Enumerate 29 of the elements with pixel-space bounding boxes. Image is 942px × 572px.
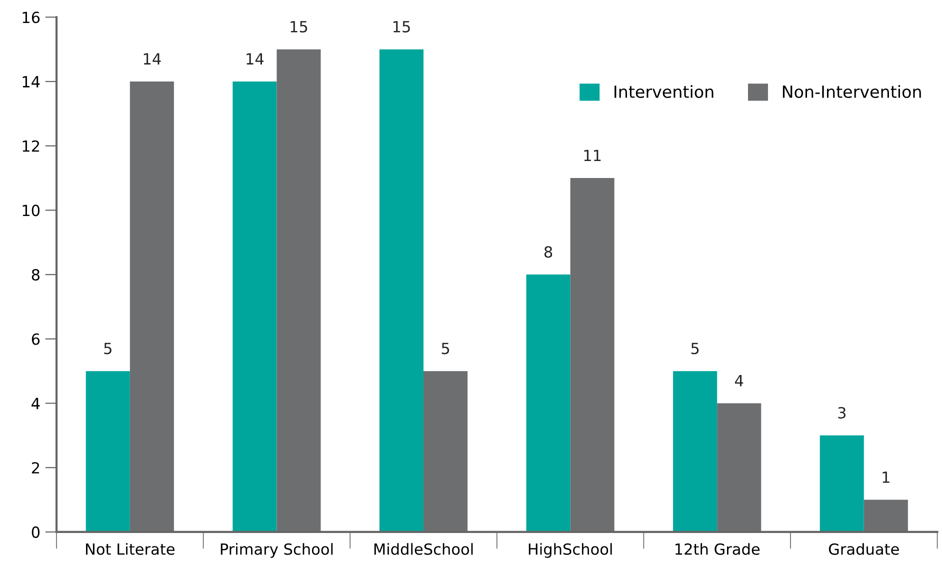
data-label: 5: [104, 342, 112, 354]
y-tick-label: 2: [32, 462, 40, 474]
data-label: 15: [290, 21, 308, 32]
data-label: 14: [246, 53, 264, 64]
x-tick-label: Graduate: [828, 543, 899, 555]
x-tick-label: MiddleSchool: [374, 543, 473, 555]
data-label: 11: [584, 150, 601, 161]
y-tick-label: 16: [22, 12, 40, 24]
y-tick-label: 14: [22, 76, 40, 88]
data-label: 4: [735, 375, 744, 386]
legend-label: Intervention: [614, 85, 714, 98]
y-tick-label: 8: [32, 269, 40, 281]
data-label: 3: [838, 407, 846, 419]
data-label: 14: [144, 53, 161, 64]
x-tick-label: Not Literate: [86, 543, 175, 555]
data-label: 5: [442, 342, 450, 354]
data-label: 5: [691, 342, 699, 354]
y-tick-label: 0: [32, 526, 40, 538]
x-tick-label: Primary School: [220, 543, 333, 558]
legend-label: Non-Intervention: [782, 85, 921, 98]
data-label: 1: [882, 472, 890, 483]
data-label: 8: [544, 246, 552, 258]
data-label: 15: [393, 21, 410, 32]
y-tick-label: 10: [22, 204, 40, 216]
y-tick-label: 6: [32, 333, 40, 345]
x-tick-label: 12th Grade: [676, 543, 760, 555]
y-tick-label: 4: [32, 398, 40, 410]
y-tick-label: 12: [22, 140, 40, 152]
x-tick-label: HighSchool: [528, 543, 612, 558]
